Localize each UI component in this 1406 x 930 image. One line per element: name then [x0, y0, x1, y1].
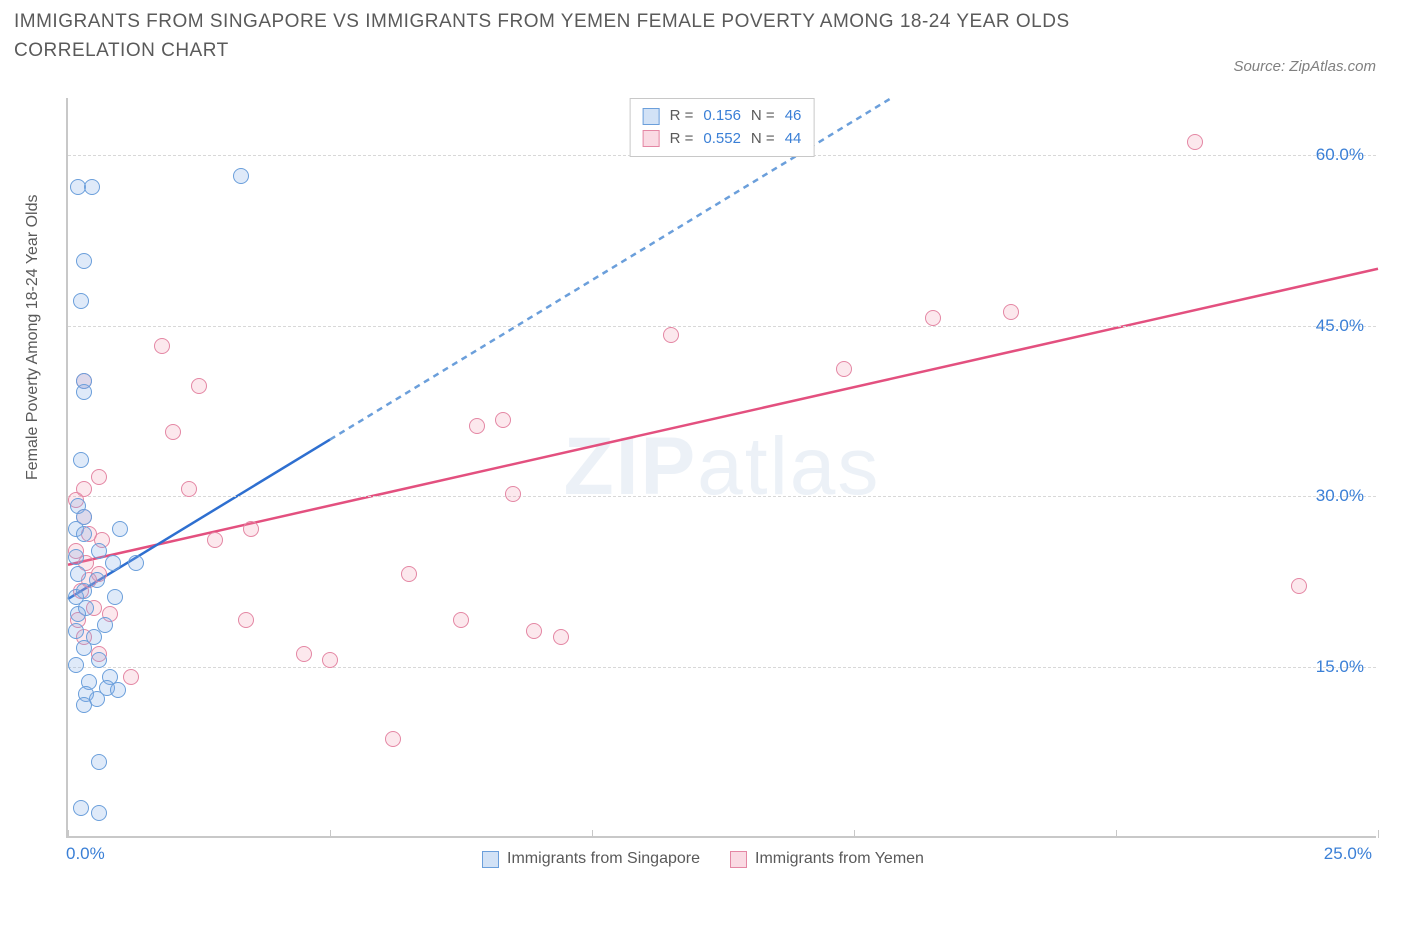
- data-point-yemen: [505, 486, 521, 502]
- square-icon: [643, 130, 660, 147]
- data-point-yemen: [181, 481, 197, 497]
- y-tick-label: 45.0%: [1316, 316, 1364, 336]
- data-point-yemen: [836, 361, 852, 377]
- y-tick-label: 60.0%: [1316, 145, 1364, 165]
- data-point-singapore: [68, 657, 84, 673]
- data-point-singapore: [70, 566, 86, 582]
- data-point-yemen: [154, 338, 170, 354]
- data-point-yemen: [453, 612, 469, 628]
- trendlines: [68, 98, 1378, 838]
- square-icon: [730, 851, 747, 868]
- data-point-yemen: [123, 669, 139, 685]
- data-point-singapore: [84, 179, 100, 195]
- data-point-yemen: [243, 521, 259, 537]
- data-point-yemen: [165, 424, 181, 440]
- data-point-singapore: [68, 623, 84, 639]
- data-point-singapore: [76, 697, 92, 713]
- data-point-yemen: [1291, 578, 1307, 594]
- data-point-yemen: [925, 310, 941, 326]
- source-credit: Source: ZipAtlas.com: [1233, 58, 1376, 75]
- data-point-singapore: [91, 754, 107, 770]
- data-point-yemen: [526, 623, 542, 639]
- data-point-yemen: [296, 646, 312, 662]
- data-point-singapore: [105, 555, 121, 571]
- y-tick-label: 15.0%: [1316, 657, 1364, 677]
- data-point-singapore: [76, 640, 92, 656]
- data-point-yemen: [495, 412, 511, 428]
- data-point-singapore: [128, 555, 144, 571]
- data-point-singapore: [76, 384, 92, 400]
- square-icon: [643, 108, 660, 125]
- page-title: IMMIGRANTS FROM SINGAPORE VS IMMIGRANTS …: [14, 8, 1114, 65]
- x-tick: [1378, 830, 1379, 838]
- legend-item-singapore: Immigrants from Singapore: [482, 850, 700, 868]
- x-tick: [330, 830, 331, 838]
- stat-row-yemen: R = 0.552 N = 44: [643, 128, 802, 151]
- data-point-yemen: [469, 418, 485, 434]
- x-tick: [854, 830, 855, 838]
- legend-item-yemen: Immigrants from Yemen: [730, 850, 924, 868]
- data-point-singapore: [110, 682, 126, 698]
- data-point-singapore: [70, 606, 86, 622]
- data-point-yemen: [207, 532, 223, 548]
- gridline: [68, 496, 1376, 497]
- data-point-yemen: [191, 378, 207, 394]
- scatter-chart: ZIPatlas 15.0%30.0%45.0%60.0% R = 0.156 …: [66, 98, 1376, 838]
- data-point-singapore: [76, 526, 92, 542]
- bottom-legend: Immigrants from Singapore Immigrants fro…: [0, 850, 1406, 868]
- data-point-singapore: [73, 293, 89, 309]
- data-point-singapore: [91, 543, 107, 559]
- x-tick: [68, 830, 69, 838]
- data-point-yemen: [322, 652, 338, 668]
- data-point-yemen: [663, 327, 679, 343]
- square-icon: [482, 851, 499, 868]
- data-point-yemen: [91, 469, 107, 485]
- data-point-yemen: [1003, 304, 1019, 320]
- data-point-yemen: [401, 566, 417, 582]
- data-point-yemen: [553, 629, 569, 645]
- gridline: [68, 667, 1376, 668]
- stats-box: R = 0.156 N = 46 R = 0.552 N = 44: [630, 98, 815, 157]
- data-point-singapore: [89, 572, 105, 588]
- data-point-singapore: [73, 452, 89, 468]
- data-point-singapore: [73, 800, 89, 816]
- data-point-singapore: [91, 652, 107, 668]
- data-point-singapore: [76, 253, 92, 269]
- stat-row-singapore: R = 0.156 N = 46: [643, 105, 802, 128]
- data-point-yemen: [1187, 134, 1203, 150]
- data-point-singapore: [91, 805, 107, 821]
- data-point-singapore: [112, 521, 128, 537]
- x-tick: [592, 830, 593, 838]
- data-point-singapore: [68, 549, 84, 565]
- data-point-yemen: [238, 612, 254, 628]
- data-point-yemen: [385, 731, 401, 747]
- y-tick-label: 30.0%: [1316, 486, 1364, 506]
- data-point-singapore: [107, 589, 123, 605]
- gridline: [68, 326, 1376, 327]
- x-tick: [1116, 830, 1117, 838]
- data-point-singapore: [233, 168, 249, 184]
- y-axis-label: Female Poverty Among 18-24 Year Olds: [24, 195, 42, 481]
